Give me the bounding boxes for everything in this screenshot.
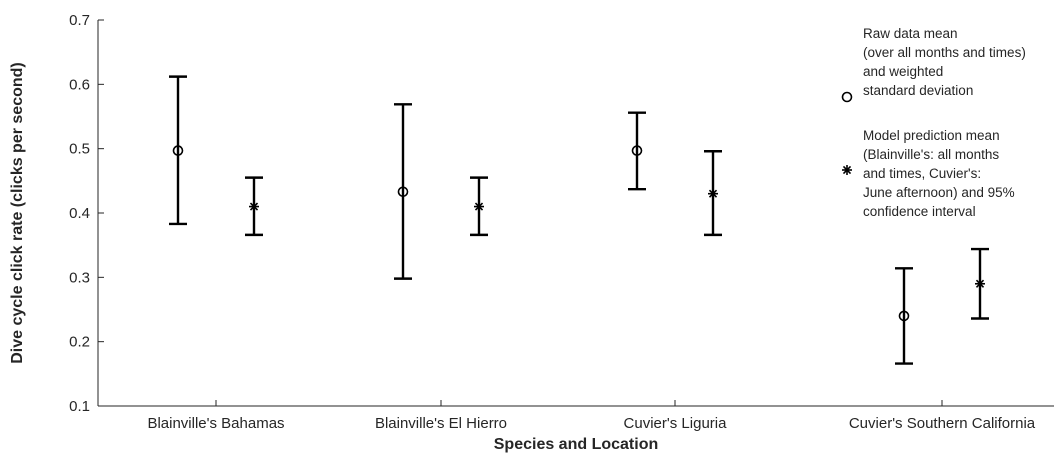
legend-text-line: standard deviation (863, 83, 973, 98)
errorbar-point (704, 150, 722, 237)
legend: Raw data mean (over all months and times)… (841, 26, 1026, 219)
x-tick-label: Cuvier's Southern California (849, 415, 1036, 432)
legend-text-line: (over all months and times) (863, 45, 1026, 60)
y-tick-label: 0.5 (69, 141, 90, 158)
star-stroke (842, 165, 852, 175)
star-stroke (708, 189, 718, 198)
legend-text-line: and weighted (863, 64, 943, 79)
errorbar-point (245, 176, 263, 237)
y-tick-label: 0.6 (69, 76, 90, 93)
legend-text-line: confidence interval (863, 204, 976, 219)
errorbar-point (394, 103, 412, 280)
errorbar-point (895, 267, 913, 365)
x-axis-title: Species and Location (494, 436, 658, 453)
x-tick-label: Blainville's El Hierro (375, 415, 507, 432)
legend-circle-marker (841, 91, 853, 103)
star-stroke (474, 202, 484, 211)
legend-text-line: and times, Cuvier's: (863, 166, 981, 181)
errorbar-point (470, 176, 488, 237)
y-tick-label: 0.1 (69, 398, 90, 415)
errorbar-point (971, 247, 989, 320)
legend-text-line: (Blainville's: all months (863, 147, 999, 162)
x-axis-ticks: Blainville's Bahamas Blainville's El Hier… (147, 400, 1036, 432)
legend-text-line: June afternoon) and 95% (863, 185, 1015, 200)
y-axis-title: Dive cycle click rate (clicks per second… (9, 62, 26, 364)
series-layer (169, 75, 989, 365)
y-tick-label: 0.7 (69, 12, 90, 29)
circle-marker (397, 186, 409, 198)
y-tick-label: 0.3 (69, 269, 90, 286)
y-tick-label: 0.4 (69, 205, 90, 222)
legend-text-line: Model prediction mean (863, 128, 1000, 143)
circle-marker (172, 145, 184, 156)
legend-entry: Raw data mean (over all months and times)… (841, 26, 1026, 103)
x-tick-label: Cuvier's Liguria (624, 415, 728, 432)
circle-marker (898, 310, 910, 322)
star-stroke (249, 202, 259, 211)
star-marker (842, 165, 852, 175)
errorbar-point (628, 111, 646, 191)
star-stroke (975, 279, 985, 288)
star-marker (975, 278, 985, 289)
star-marker (249, 201, 259, 212)
y-tick-label: 0.2 (69, 334, 90, 351)
star-marker (708, 188, 718, 199)
series-raw-data-mean (169, 75, 913, 365)
legend-entry: Model prediction mean (Blainville's: all … (842, 128, 1015, 219)
circle-marker (631, 145, 643, 156)
legend-text-line: Raw data mean (863, 26, 958, 41)
x-tick-label: Blainville's Bahamas (147, 415, 284, 432)
series-model-prediction-mean (245, 150, 989, 320)
star-marker (474, 201, 484, 212)
y-axis-ticks: 0.1 0.2 0.3 0.4 0.5 0.6 0.7 (69, 12, 104, 415)
errorbar-point (169, 75, 187, 226)
